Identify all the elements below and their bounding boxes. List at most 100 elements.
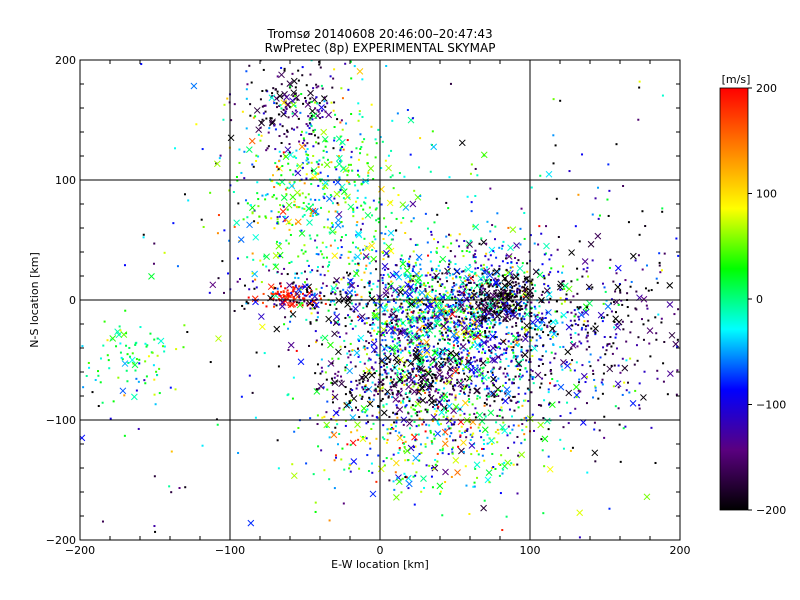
scatter-dot	[279, 104, 282, 107]
scatter-dot	[594, 389, 597, 392]
y-tick-label: 200	[55, 54, 76, 67]
scatter-dot	[417, 311, 420, 314]
scatter-dot	[586, 471, 589, 474]
scatter-x-mark	[576, 509, 584, 517]
scatter-x-mark	[474, 302, 482, 310]
scatter-dot	[338, 335, 341, 338]
scatter-dot	[391, 294, 394, 297]
scatter-dot	[308, 118, 311, 121]
scatter-dot	[399, 361, 402, 364]
scatter-dot	[358, 416, 361, 419]
scatter-dot	[517, 424, 520, 427]
scatter-dot	[255, 286, 258, 289]
scatter-dot	[449, 261, 452, 264]
scatter-dot	[486, 433, 489, 436]
scatter-dot	[638, 86, 641, 89]
scatter-dot	[491, 330, 494, 333]
scatter-dot	[450, 423, 453, 426]
scatter-dot	[497, 345, 500, 348]
scatter-dot	[327, 210, 330, 213]
scatter-x-mark	[306, 219, 313, 226]
scatter-dot	[499, 311, 502, 314]
scatter-dot	[356, 293, 359, 296]
scatter-dot	[349, 323, 352, 326]
scatter-dot	[499, 360, 502, 363]
scatter-dot	[426, 408, 429, 411]
scatter-dot	[475, 316, 478, 319]
scatter-dot	[436, 296, 439, 299]
scatter-dot	[483, 388, 486, 391]
scatter-dot	[264, 215, 267, 218]
scatter-dot	[280, 141, 283, 144]
scatter-dot	[427, 319, 430, 322]
scatter-dot	[311, 214, 314, 217]
scatter-dot	[293, 128, 296, 131]
scatter-dot	[519, 368, 522, 371]
scatter-dot	[480, 436, 483, 439]
scatter-dot	[393, 326, 396, 329]
scatter-dot	[370, 323, 373, 326]
scatter-dot	[347, 356, 350, 359]
scatter-dot	[297, 426, 300, 429]
scatter-dot	[388, 479, 391, 482]
scatter-dot	[431, 420, 434, 423]
scatter-dot	[449, 363, 452, 366]
scatter-dot	[521, 423, 524, 426]
scatter-dot	[310, 312, 313, 315]
scatter-dot	[161, 345, 164, 348]
scatter-dot	[492, 269, 495, 272]
scatter-dot	[381, 322, 384, 325]
scatter-dot	[304, 97, 307, 100]
scatter-dot	[233, 225, 236, 228]
scatter-dot	[344, 316, 347, 319]
scatter-dot	[574, 323, 577, 326]
scatter-dot	[600, 381, 603, 384]
scatter-x-mark	[541, 435, 549, 443]
scatter-dot	[477, 310, 480, 313]
scatter-dot	[359, 394, 362, 397]
scatter-dot	[334, 166, 337, 169]
scatter-dot	[320, 336, 323, 339]
scatter-dot	[505, 283, 508, 286]
scatter-dot	[374, 260, 377, 263]
scatter-dot	[445, 276, 448, 279]
scatter-dot	[462, 321, 465, 324]
scatter-dot	[355, 269, 358, 272]
scatter-dot	[431, 290, 434, 293]
scatter-dot	[232, 191, 235, 194]
scatter-dot	[541, 263, 544, 266]
scatter-dot	[502, 372, 505, 375]
scatter-dot	[397, 309, 400, 312]
scatter-dot	[405, 315, 408, 318]
scatter-dot	[493, 311, 496, 314]
scatter-dot	[467, 332, 470, 335]
scatter-dot	[576, 267, 579, 270]
scatter-dot	[530, 186, 533, 189]
scatter-dot	[446, 314, 449, 317]
scatter-dot	[315, 83, 318, 86]
scatter-dot	[309, 178, 312, 181]
scatter-dot	[456, 378, 459, 381]
scatter-dot	[619, 371, 622, 374]
scatter-dot	[512, 395, 515, 398]
scatter-dot	[399, 348, 402, 351]
scatter-dot	[436, 280, 439, 283]
scatter-dot	[447, 265, 450, 268]
scatter-dot	[340, 253, 343, 256]
scatter-dot	[463, 412, 466, 415]
scatter-dot	[216, 232, 219, 235]
scatter-x-mark	[392, 354, 400, 362]
scatter-dot	[402, 217, 405, 220]
scatter-dot	[429, 387, 432, 390]
scatter-dot	[372, 368, 375, 371]
scatter-dot	[466, 327, 469, 330]
scatter-dot	[292, 290, 295, 293]
scatter-dot	[351, 327, 354, 330]
scatter-dot	[262, 292, 265, 295]
scatter-dot	[438, 309, 441, 312]
scatter-dot	[344, 345, 347, 348]
scatter-dot	[446, 359, 449, 362]
scatter-dot	[291, 397, 294, 400]
scatter-dot	[305, 318, 308, 321]
scatter-dot	[347, 314, 350, 317]
